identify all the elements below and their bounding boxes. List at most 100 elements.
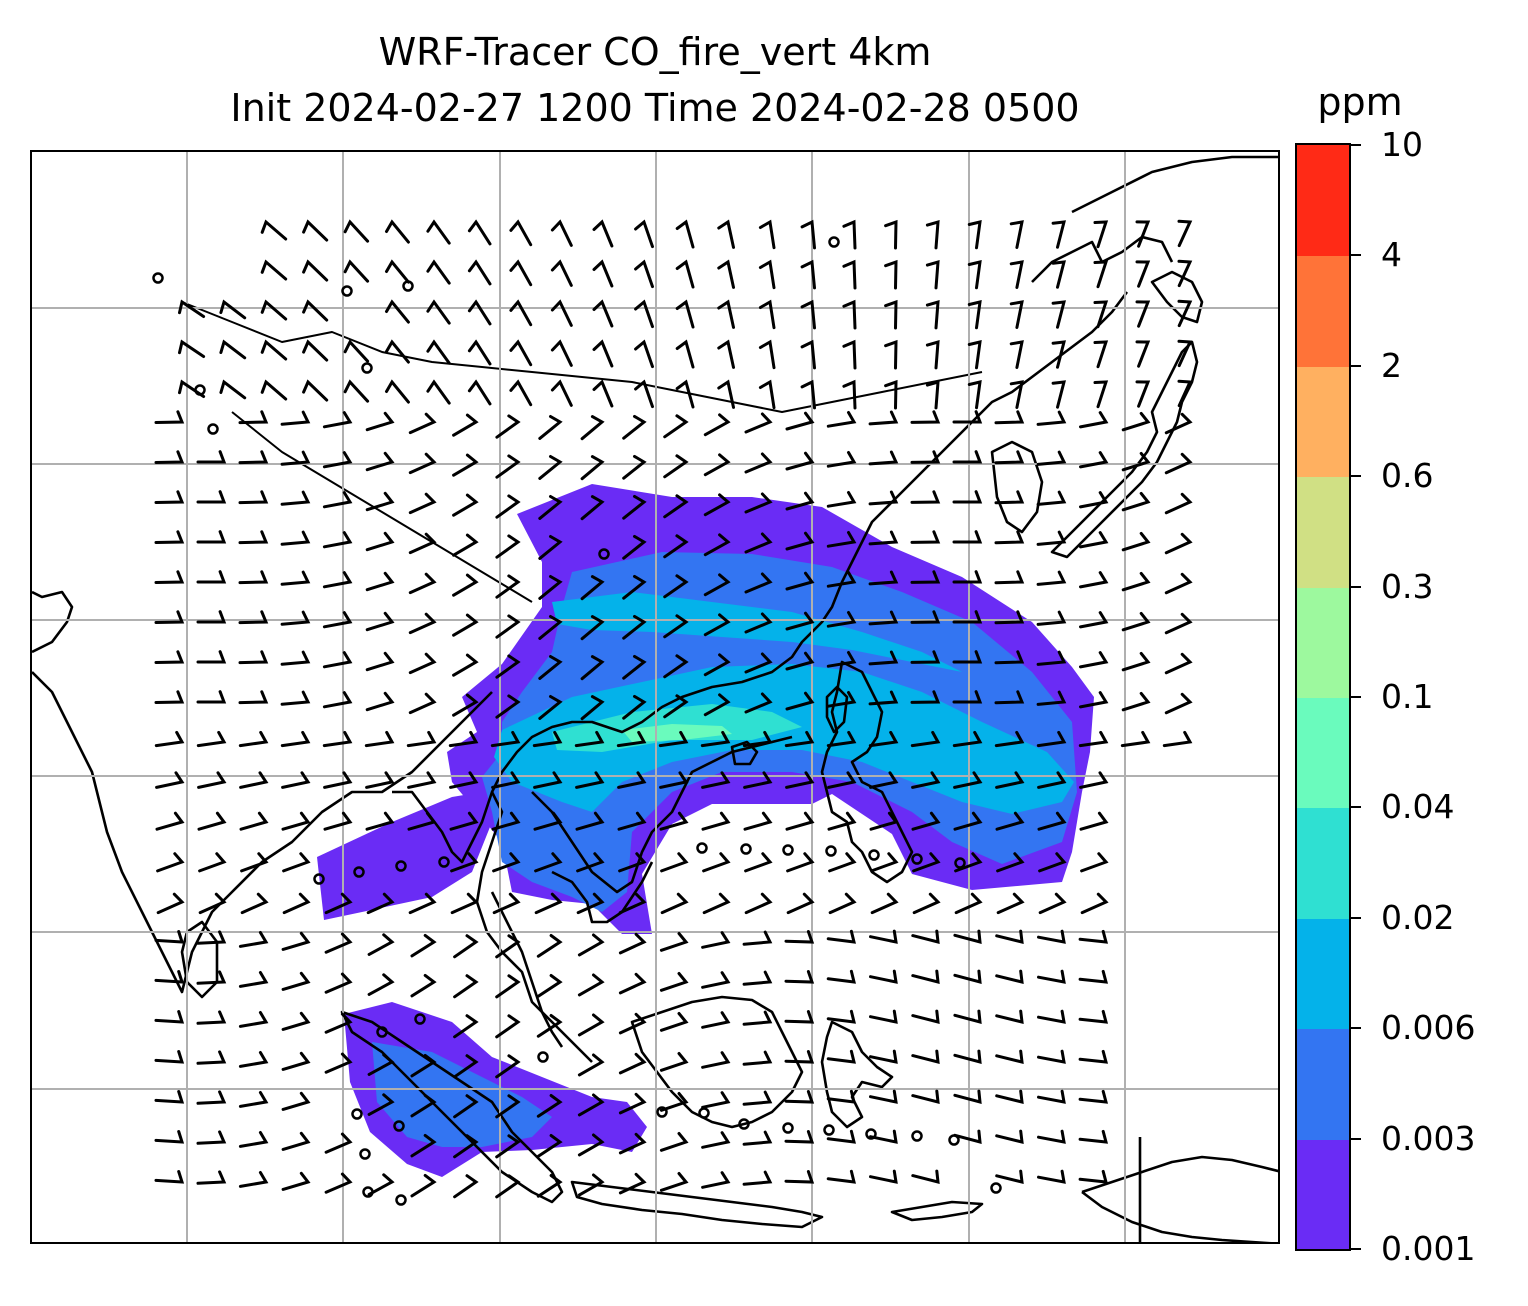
wind-barb	[910, 490, 941, 504]
wind-barb	[995, 811, 1025, 831]
wind-barb	[452, 413, 479, 437]
wind-barb	[967, 340, 982, 370]
wind-barb	[1051, 260, 1066, 289]
wind-barb	[952, 490, 983, 504]
wind-barb	[842, 339, 857, 370]
wind-barb	[618, 892, 647, 915]
wind-barb	[784, 930, 815, 944]
calm-wind-circle	[359, 1148, 371, 1160]
wind-barb	[410, 973, 437, 998]
wind-barb	[911, 1009, 940, 1024]
wind-barb	[385, 339, 410, 364]
wind-barb	[322, 531, 353, 549]
wind-barb	[281, 1011, 311, 1031]
calm-wind-circle	[361, 362, 373, 374]
colorbar-tick-label: 0.1	[1381, 677, 1434, 716]
colorbar-tick	[1351, 364, 1361, 367]
wind-barb	[618, 1012, 647, 1035]
wind-barb	[536, 1094, 563, 1118]
wind-barb	[196, 1170, 227, 1185]
wind-barb	[453, 1054, 479, 1079]
wind-barb	[452, 533, 479, 557]
wind-barb	[1036, 530, 1067, 546]
wind-barb	[302, 259, 329, 282]
wind-barb	[154, 1130, 185, 1144]
wind-barb	[533, 811, 563, 831]
calm-wind-circle	[828, 236, 840, 248]
wind-barb	[616, 730, 647, 748]
wind-barb	[1121, 531, 1151, 552]
wind-barb	[910, 650, 941, 664]
wind-barb	[800, 339, 816, 370]
wind-barb	[154, 930, 185, 944]
wind-barb	[196, 490, 227, 504]
wind-barb	[580, 455, 605, 481]
coastline-philippines	[820, 660, 914, 884]
wind-barb	[663, 614, 689, 639]
wind-barb	[702, 852, 731, 873]
wind-barb	[784, 1050, 815, 1064]
wind-barb	[426, 339, 451, 365]
calm-wind-circle	[823, 1124, 835, 1136]
wind-barb	[280, 650, 311, 666]
wind-barb	[154, 1090, 185, 1104]
wind-barb	[495, 1134, 521, 1159]
wind-barb	[742, 1130, 773, 1146]
wind-barb	[198, 892, 227, 915]
wind-barb	[703, 493, 731, 517]
wind-barb	[280, 730, 311, 748]
wind-barb	[238, 1131, 269, 1148]
wind-barb	[912, 852, 941, 873]
colorbar-tick	[1351, 696, 1361, 698]
wind-barb	[758, 379, 776, 410]
wind-barb	[744, 692, 773, 714]
wind-barb	[995, 1049, 1024, 1064]
coastline-gulf-thailand	[551, 861, 654, 924]
wind-barb	[953, 929, 982, 945]
wind-barb	[408, 572, 437, 595]
wind-barb	[701, 931, 731, 949]
wind-barb	[675, 379, 695, 409]
wind-barb	[1037, 811, 1067, 831]
colorbar-band	[1297, 807, 1349, 919]
wind-barb	[239, 811, 269, 831]
colorbar-unit-label: ppm	[1317, 80, 1403, 124]
wind-barb	[532, 730, 563, 748]
calm-wind-circle	[911, 853, 923, 865]
calm-wind-circle	[865, 1128, 877, 1140]
coastline-interior-borders	[181, 301, 983, 603]
wind-barb	[1177, 299, 1193, 328]
colorbar	[1295, 143, 1351, 1251]
wind-barb	[952, 410, 983, 424]
wind-barb	[538, 695, 563, 720]
wind-barb	[659, 932, 689, 952]
wind-barb	[1164, 532, 1193, 555]
wind-barb	[154, 650, 185, 664]
wind-barb	[869, 811, 899, 831]
wind-barb	[196, 1050, 227, 1065]
wind-barb	[911, 969, 940, 984]
wind-barb	[786, 892, 815, 915]
coastline-malay-peninsula	[490, 891, 564, 1048]
wind-barb	[1135, 380, 1151, 408]
wind-barb	[156, 892, 185, 915]
wind-barb	[701, 771, 731, 789]
wind-barb	[675, 339, 695, 369]
wind-barb	[196, 970, 227, 985]
wind-barb	[1121, 651, 1151, 672]
wind-barb	[869, 1129, 898, 1144]
wind-barb	[663, 454, 689, 479]
wind-barb	[1079, 691, 1109, 709]
wind-barb	[1135, 340, 1151, 368]
wind-barb	[910, 610, 941, 624]
wind-barb	[617, 811, 647, 831]
calm-wind-circle	[740, 843, 752, 855]
wind-barb	[324, 1172, 353, 1194]
wind-barb	[742, 730, 773, 748]
calm-wind-circle	[341, 285, 353, 297]
wind-barb	[785, 691, 815, 711]
wind-barb	[828, 852, 857, 873]
colorbar-tick-label: 0.04	[1381, 787, 1455, 827]
wind-barb	[280, 690, 311, 706]
wind-barb	[490, 730, 521, 748]
